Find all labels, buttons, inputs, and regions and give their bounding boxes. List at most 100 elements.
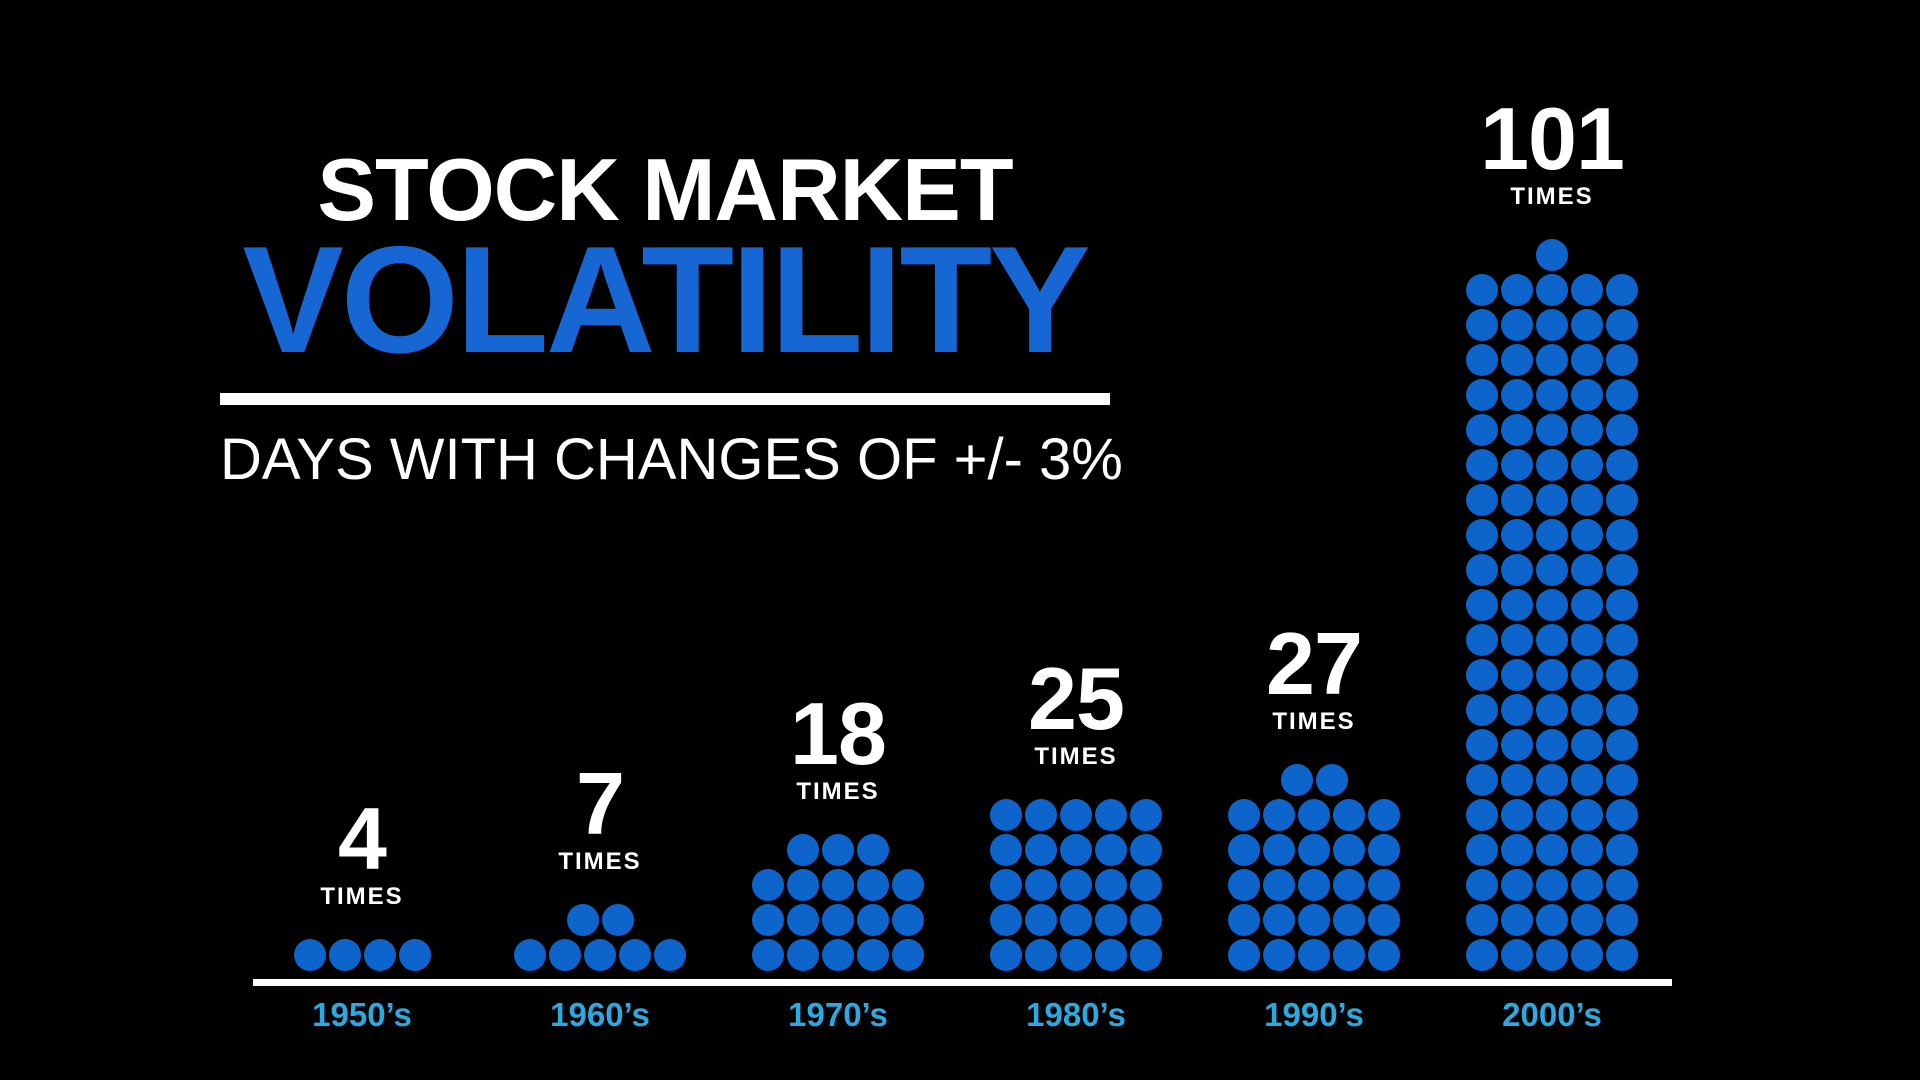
dot: [1025, 939, 1057, 971]
dot: [1263, 799, 1295, 831]
dot: [1466, 554, 1498, 586]
decade-label-1950s: 1950’s: [312, 996, 412, 1033]
dot: [990, 799, 1022, 831]
dot: [1333, 869, 1365, 901]
dot: [293, 939, 326, 971]
dot: [1501, 659, 1533, 691]
dot-row: [1228, 799, 1400, 831]
dot-row: [1228, 939, 1400, 971]
dot: [1606, 484, 1638, 516]
dot-grid-2000s: [1466, 239, 1638, 971]
dot: [1025, 869, 1057, 901]
dot: [1501, 554, 1533, 586]
dot: [1368, 869, 1400, 901]
dot: [1536, 904, 1568, 936]
times-label-1960s: TIMES: [558, 848, 642, 875]
times-label-1970s: TIMES: [796, 778, 880, 805]
dot: [1333, 799, 1365, 831]
dot: [1228, 869, 1260, 901]
dot-row: [514, 939, 686, 971]
dot: [1571, 729, 1603, 761]
dot: [1606, 799, 1638, 831]
column-1980s: 25 TIMES: [957, 655, 1195, 971]
dot: [1501, 799, 1533, 831]
dot: [1466, 764, 1498, 796]
dot: [1228, 799, 1260, 831]
dot: [1571, 344, 1603, 376]
dot: [1536, 344, 1568, 376]
decade-label-1960s: 1960’s: [550, 996, 650, 1033]
dot: [990, 904, 1022, 936]
dot-row: [1228, 834, 1400, 866]
dot: [1228, 834, 1260, 866]
dot: [1501, 764, 1533, 796]
dot: [857, 939, 889, 971]
dot-row: [1466, 554, 1638, 586]
dot: [1095, 939, 1127, 971]
dot: [1466, 309, 1498, 341]
dot: [892, 869, 924, 901]
dot-row: [293, 939, 431, 971]
dot-row: [990, 869, 1162, 901]
dot: [1571, 414, 1603, 446]
dot-row: [752, 869, 924, 901]
dot: [1501, 414, 1533, 446]
dot: [1095, 834, 1127, 866]
dot: [601, 904, 634, 936]
dot: [1501, 834, 1533, 866]
dot: [787, 904, 819, 936]
dot-row: [1466, 519, 1638, 551]
dot: [1501, 449, 1533, 481]
dot: [1606, 694, 1638, 726]
dot-row: [1466, 694, 1638, 726]
decade-label-2000s: 2000’s: [1502, 996, 1602, 1033]
dot-row: [1466, 834, 1638, 866]
dot: [1466, 904, 1498, 936]
dot: [1606, 554, 1638, 586]
decade-label-1990s: 1990’s: [1264, 996, 1364, 1033]
dot: [1501, 519, 1533, 551]
dot: [1606, 764, 1638, 796]
dot: [1130, 834, 1162, 866]
dot-grid-1990s: [1228, 764, 1400, 971]
dot: [1333, 939, 1365, 971]
dot: [1536, 624, 1568, 656]
dot: [1606, 729, 1638, 761]
dot: [1368, 939, 1400, 971]
dot-row: [1466, 379, 1638, 411]
column-1950s: 4 TIMES: [243, 795, 481, 971]
dot: [1571, 379, 1603, 411]
dot-row: [1466, 309, 1638, 341]
dot: [1501, 344, 1533, 376]
dot-row: [1466, 624, 1638, 656]
dot: [1060, 834, 1092, 866]
times-label-2000s: TIMES: [1510, 183, 1594, 210]
dot: [1466, 869, 1498, 901]
dot: [1571, 694, 1603, 726]
dot: [752, 904, 784, 936]
dot: [1571, 659, 1603, 691]
dot: [822, 939, 854, 971]
dot: [1536, 834, 1568, 866]
value-label-1990s: 27: [1266, 614, 1363, 714]
dot-row: [1228, 904, 1400, 936]
decade-label-1970s: 1970’s: [788, 996, 888, 1033]
column-1960s: 7 TIMES: [481, 760, 719, 971]
dot-row: [990, 904, 1162, 936]
dot: [584, 939, 616, 971]
dot: [1263, 939, 1295, 971]
dot: [1606, 309, 1638, 341]
dot: [1060, 869, 1092, 901]
dot: [822, 834, 854, 866]
page-title-line1: STOCK MARKET: [317, 140, 1013, 239]
dot: [1501, 939, 1533, 971]
dot: [1025, 834, 1057, 866]
dot-row: [1466, 659, 1638, 691]
dot: [1466, 519, 1498, 551]
dot: [1466, 729, 1498, 761]
dot: [1466, 344, 1498, 376]
dot: [892, 939, 924, 971]
dot: [1536, 414, 1568, 446]
dot: [990, 834, 1022, 866]
dot: [1466, 834, 1498, 866]
